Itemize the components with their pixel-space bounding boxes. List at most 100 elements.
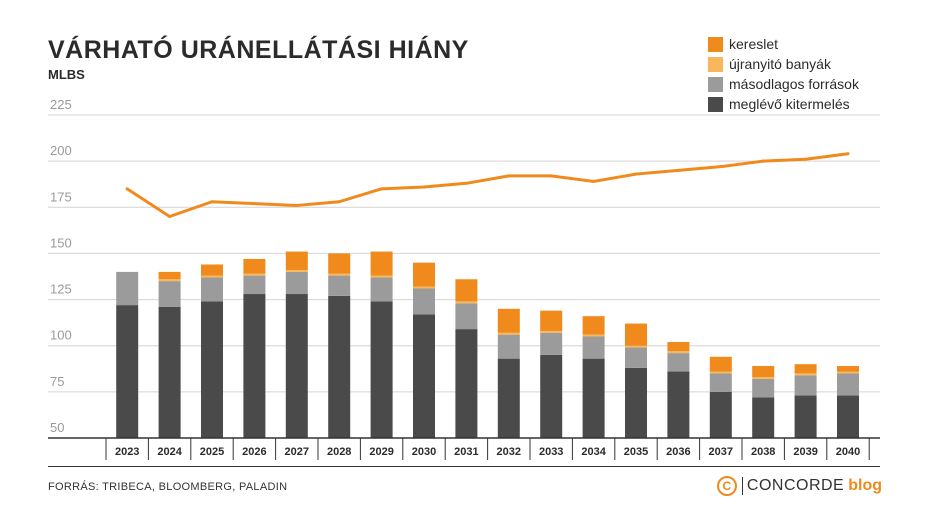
y-tick-label: 225 xyxy=(50,97,72,112)
x-tick-label: 2035 xyxy=(624,446,648,458)
x-tick-label: 2039 xyxy=(793,446,817,458)
bar-segment xyxy=(582,358,605,438)
legend: kereslet újranyitó banyák másodlagos for… xyxy=(708,34,859,114)
x-tick-label: 2034 xyxy=(581,446,606,458)
demand-point xyxy=(676,168,680,172)
demand-line xyxy=(125,152,850,219)
bar-segment xyxy=(709,356,732,372)
x-tick-label: 2025 xyxy=(200,446,224,458)
bar-segment xyxy=(328,273,351,276)
bar-segment xyxy=(158,271,181,280)
demand-point xyxy=(549,174,553,178)
bar-segment xyxy=(752,377,775,379)
bar-segment xyxy=(370,275,393,278)
legend-swatch xyxy=(708,96,723,112)
demand-point xyxy=(804,157,808,161)
bar-segment xyxy=(709,391,732,438)
demand-point xyxy=(210,200,214,204)
bar-segment xyxy=(709,371,732,374)
bar-segment xyxy=(158,281,181,307)
bar-segment xyxy=(370,277,393,302)
bar-segment xyxy=(497,334,520,359)
bar-segment xyxy=(837,371,859,374)
y-tick-label: 75 xyxy=(50,374,64,389)
demand-point xyxy=(295,203,299,207)
demand-point xyxy=(337,200,341,204)
bar-segment xyxy=(413,262,435,287)
x-tick-label: 2031 xyxy=(454,446,478,458)
y-tick-label: 50 xyxy=(50,420,64,435)
bar-segment xyxy=(667,351,690,354)
bar-segment xyxy=(243,258,266,274)
bar-segment xyxy=(625,367,647,438)
chart-title: VÁRHATÓ URÁNELLÁTÁSI HIÁNY xyxy=(48,36,469,64)
x-tick-label: 2030 xyxy=(412,446,436,458)
bar-segment xyxy=(667,371,690,438)
legend-label: kereslet xyxy=(729,36,779,52)
bar-segment xyxy=(285,271,308,295)
footer-divider xyxy=(48,466,880,467)
bar-segment xyxy=(667,353,690,372)
demand-point xyxy=(846,152,850,156)
bar-segment xyxy=(540,310,563,331)
x-tick-label: 2033 xyxy=(539,446,563,458)
demand-point xyxy=(168,215,172,219)
bar-segment xyxy=(625,345,647,348)
bar-segment xyxy=(201,275,223,278)
brand-suffix: blog xyxy=(848,477,882,494)
legend-item-kereslet: kereslet xyxy=(708,34,859,54)
demand-point xyxy=(761,159,765,163)
demand-point xyxy=(464,181,468,185)
bar-segment xyxy=(667,342,690,352)
y-tick-label: 200 xyxy=(50,143,72,158)
bar-segment xyxy=(625,323,647,346)
demand-point xyxy=(719,165,723,169)
x-tick-label: 2029 xyxy=(369,446,393,458)
x-tick-label: 2023 xyxy=(115,446,139,458)
x-tick-label: 2026 xyxy=(242,446,266,458)
legend-label: újranyitó banyák xyxy=(729,56,831,72)
bar-segment xyxy=(837,373,859,396)
bar-segment xyxy=(413,288,435,315)
bar-segment xyxy=(540,354,563,438)
bar-segment xyxy=(158,306,181,438)
legend-item-masodlagos: másodlagos források xyxy=(708,74,859,94)
bar-segment xyxy=(328,275,351,296)
bar-segment xyxy=(158,279,181,282)
legend-item-ujranyito: újranyitó banyák xyxy=(708,54,859,74)
bar-segment xyxy=(794,375,817,396)
x-tick-label: 2038 xyxy=(751,446,775,458)
legend-swatch xyxy=(708,36,723,52)
bar-segment xyxy=(540,332,563,355)
brand-logo: C CONCORDE blog xyxy=(716,476,882,496)
copyright-c-icon: C xyxy=(716,476,737,496)
bar-segment xyxy=(455,303,478,330)
bar-segment xyxy=(582,336,605,359)
bar-segment xyxy=(794,373,817,376)
y-tick-label: 100 xyxy=(50,328,72,343)
bar-segment xyxy=(752,378,775,398)
demand-point xyxy=(507,174,511,178)
bar-segment xyxy=(328,253,351,274)
bar-segment xyxy=(837,366,859,372)
bar-segment xyxy=(285,270,308,272)
bar-segment xyxy=(328,295,351,438)
y-tick-label: 125 xyxy=(50,282,72,297)
legend-swatch xyxy=(708,76,723,92)
bar-segment xyxy=(752,397,775,438)
brand-separator xyxy=(741,477,743,495)
y-tick-label: 150 xyxy=(50,235,72,250)
legend-label: másodlagos források xyxy=(729,76,859,92)
bar-segment xyxy=(116,271,139,306)
x-tick-label: 2032 xyxy=(497,446,521,458)
bar-segment xyxy=(201,277,223,302)
bar-segment xyxy=(752,366,775,378)
legend-swatch xyxy=(708,56,723,72)
bar-segment xyxy=(455,301,478,304)
x-tick-label: 2037 xyxy=(709,446,733,458)
bar-segment xyxy=(709,373,732,392)
bar-segment xyxy=(837,395,859,438)
bar-segment xyxy=(243,294,266,438)
brand-name: CONCORDE xyxy=(746,477,845,494)
